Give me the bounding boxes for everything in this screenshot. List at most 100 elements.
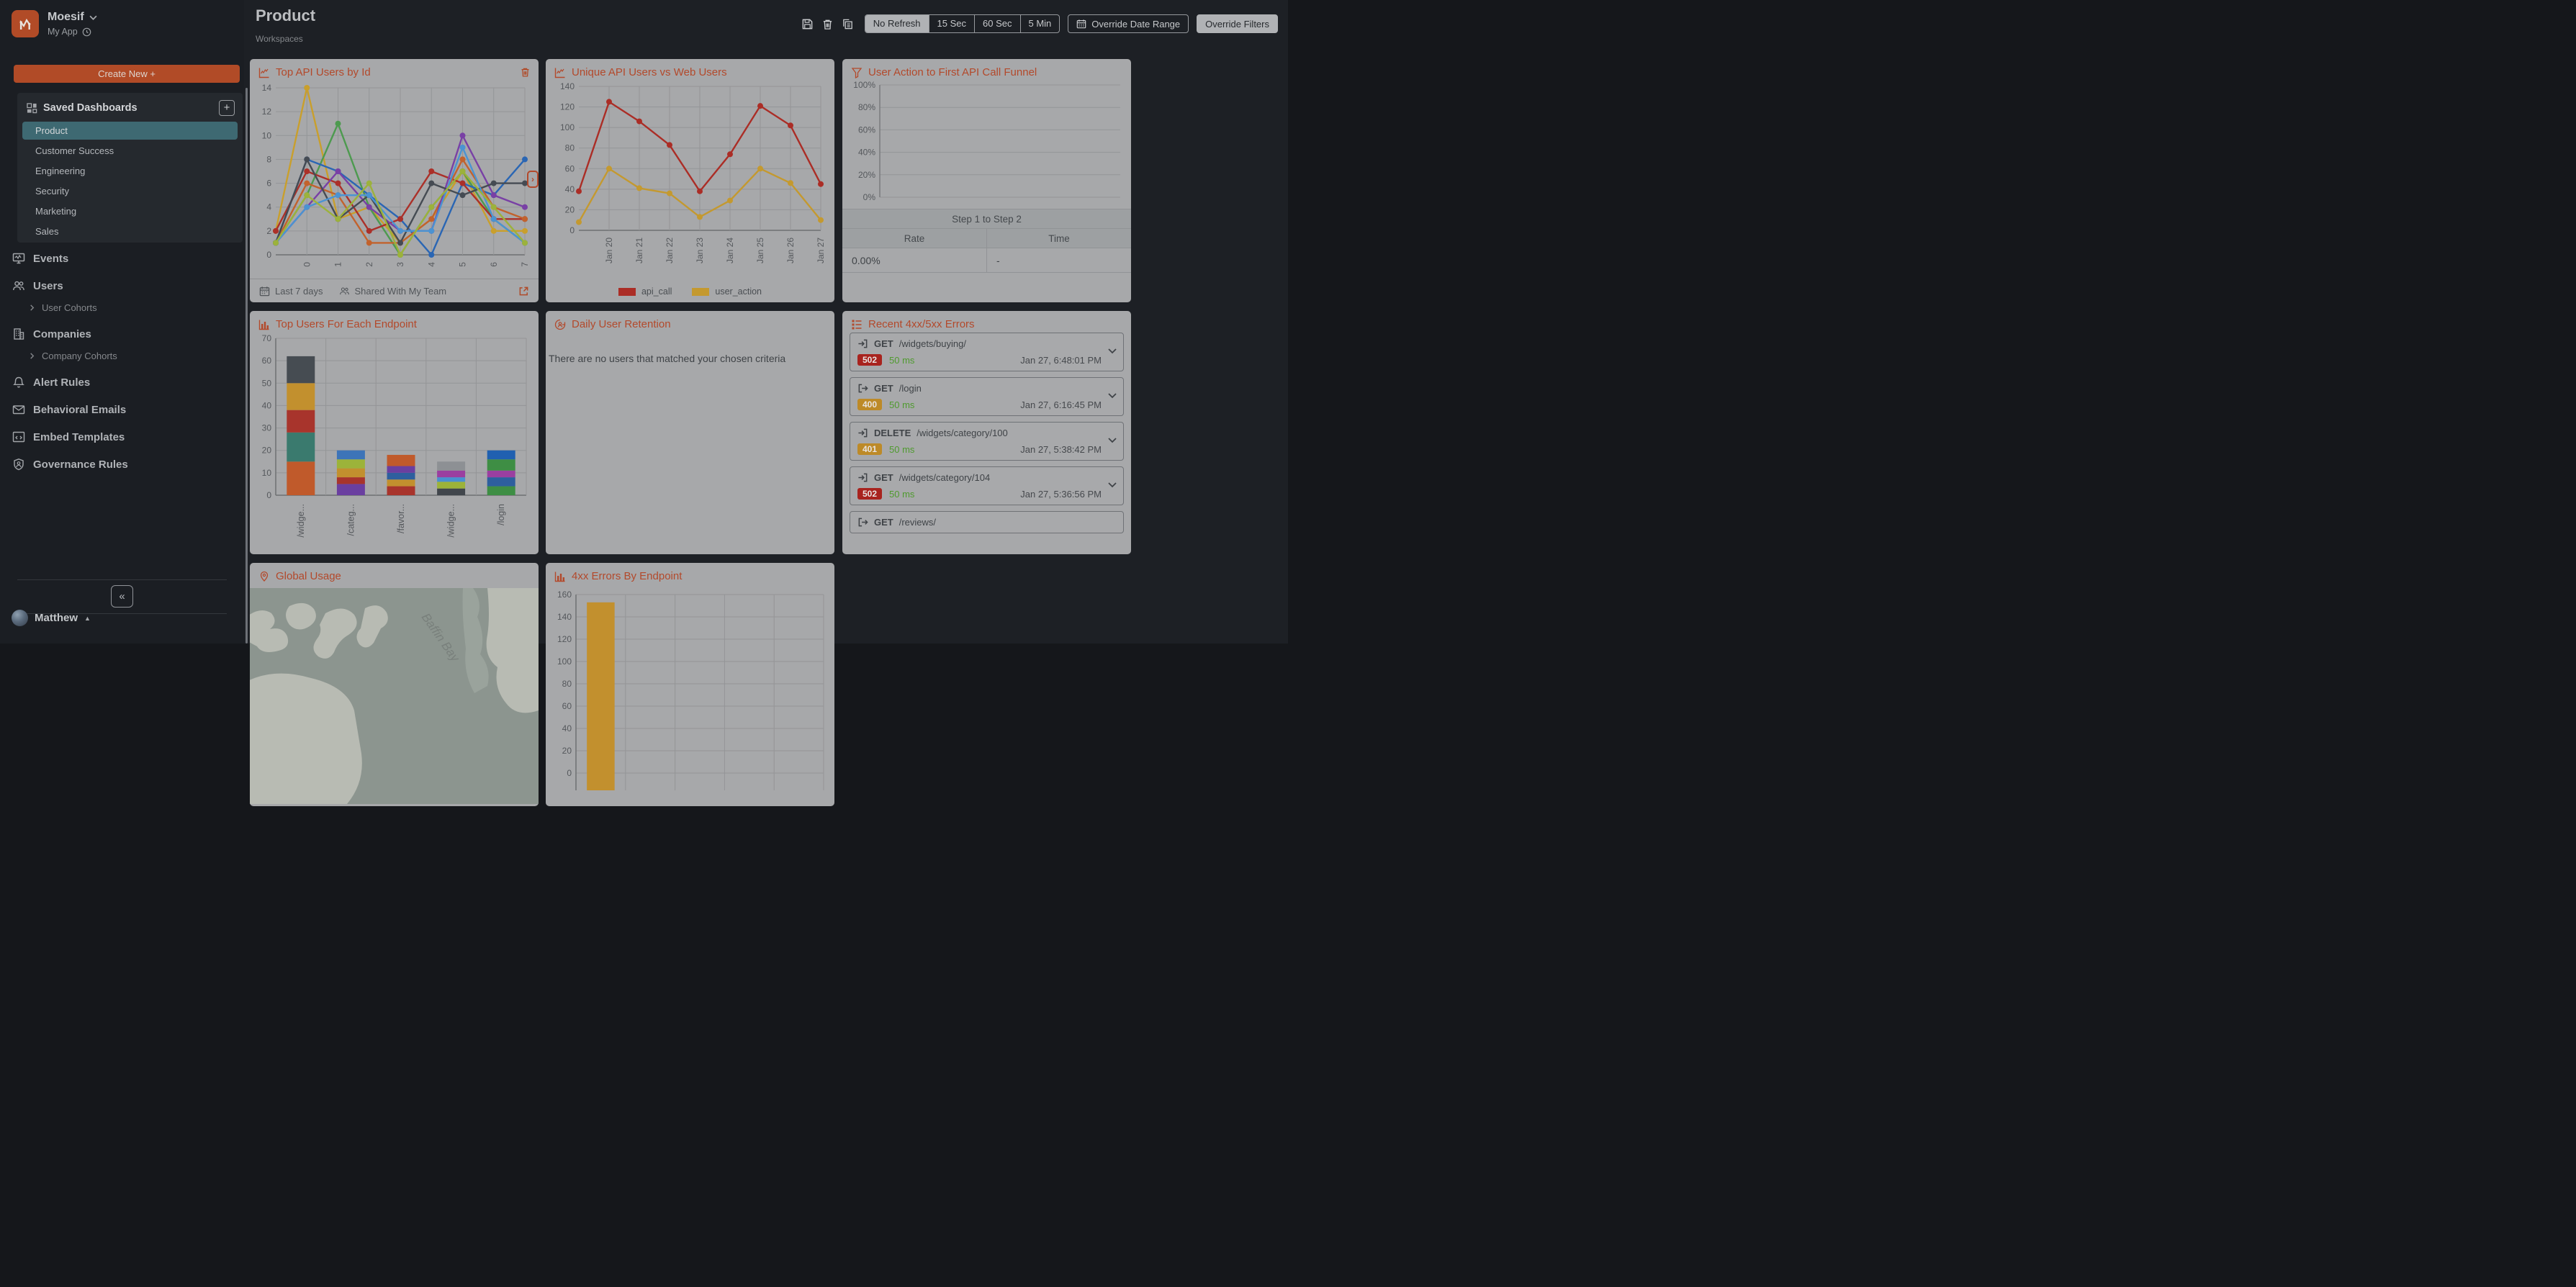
svg-text:0: 0 — [569, 225, 575, 235]
scroll-right-handle[interactable]: › — [527, 171, 539, 188]
svg-text:Jan 27: Jan 27 — [816, 238, 826, 263]
sidebar-item-governance-rules[interactable]: Governance Rules — [0, 451, 244, 478]
sidebar-scrollbar[interactable] — [246, 88, 248, 644]
card-errors-by-endpoint: 4xx Errors By Endpoint 160 140 120 100 80 60 4… — [546, 563, 834, 806]
svg-text:0: 0 — [302, 262, 312, 267]
sidebar-item-sales[interactable]: Sales — [35, 226, 59, 237]
funnel-columns: Rate Time — [842, 228, 1131, 248]
sidebar-divider — [17, 579, 227, 580]
sidebar-item-product[interactable]: Product — [22, 122, 238, 140]
chart-legend: api_call user_action — [546, 286, 834, 297]
sidebar-item-users[interactable]: Users — [0, 272, 244, 299]
svg-text:2: 2 — [266, 226, 271, 236]
svg-text:40: 40 — [262, 400, 272, 410]
sidebar-item-events[interactable]: Events — [0, 245, 244, 272]
sidebar-item-behavioral-emails[interactable]: Behavioral Emails — [0, 396, 244, 423]
card-title: Global Usage — [276, 570, 341, 582]
card-top-api-users: Top API Users by Id 0 2 4 6 8 10 12 14 0 1 2 3 4 5 6 7 … — [250, 59, 539, 302]
copy-icon[interactable] — [842, 18, 854, 30]
sidebar-collapse-button[interactable]: « — [111, 585, 133, 608]
svg-text:Jan 24: Jan 24 — [725, 238, 735, 263]
error-path: /widgets/category/100 — [917, 428, 1008, 438]
sidebar-item-company-cohorts[interactable]: Company Cohorts — [0, 348, 244, 369]
sidebar-item-engineering[interactable]: Engineering — [35, 166, 86, 176]
expand-chevron-icon[interactable] — [1108, 482, 1117, 488]
refresh-60-sec[interactable]: 60 Sec — [975, 15, 1021, 32]
calendar-icon — [1076, 19, 1086, 29]
sidebar-item-user-cohorts[interactable]: User Cohorts — [0, 299, 244, 320]
refresh-15-sec[interactable]: 15 Sec — [929, 15, 976, 32]
line-chart-icon — [554, 68, 565, 78]
sidebar-item-marketing[interactable]: Marketing — [35, 206, 77, 217]
sidebar-item-alert-rules[interactable]: Alert Rules — [0, 369, 244, 396]
bar-chart-icon — [554, 572, 565, 582]
card-title: Top Users For Each Endpoint — [276, 318, 417, 330]
saved-dashboards-header: Saved Dashboards — [43, 102, 138, 114]
errors-by-endpoint-chart: 160 140 120 100 80 60 40 20 0 — [553, 582, 827, 790]
expand-chevron-icon[interactable] — [1108, 438, 1117, 443]
sidebar-item-security[interactable]: Security — [35, 186, 69, 197]
card-title-row: Unique API Users vs Web Users — [546, 59, 834, 81]
error-list-item[interactable]: GET /reviews/ — [850, 511, 1124, 533]
error-path: /reviews/ — [899, 517, 937, 528]
svg-text:/widge...: /widge... — [296, 504, 306, 538]
saved-dashboards-panel: Saved Dashboards + Product Customer Succ… — [17, 93, 243, 243]
users-icon — [13, 281, 24, 291]
org-name[interactable]: Moesif — [48, 11, 84, 23]
delete-icon[interactable] — [821, 18, 834, 30]
svg-text:160: 160 — [557, 590, 572, 600]
delete-widget-icon[interactable] — [520, 66, 531, 78]
card-title: 4xx Errors By Endpoint — [572, 570, 683, 582]
svg-text:60: 60 — [565, 163, 575, 173]
create-new-button[interactable]: Create New + — [14, 65, 240, 83]
svg-text:100%: 100% — [853, 80, 875, 90]
legend-api-call: api_call — [618, 286, 672, 297]
app-name[interactable]: My App — [48, 27, 78, 37]
card-title: Top API Users by Id — [276, 66, 371, 78]
org-switcher[interactable]: Moesif My App — [0, 0, 244, 37]
add-dashboard-button[interactable]: + — [219, 100, 235, 116]
override-filters-button[interactable]: Override Filters — [1197, 14, 1278, 33]
error-list-item[interactable]: GET /widgets/category/104 502 50 ms Jan … — [850, 466, 1124, 505]
error-method: GET — [874, 517, 893, 528]
save-icon[interactable] — [801, 18, 814, 30]
error-list-item[interactable]: DELETE /widgets/category/100 401 50 ms J… — [850, 422, 1124, 461]
refresh-no-refresh[interactable]: No Refresh — [865, 15, 929, 32]
status-badge: 401 — [857, 443, 883, 455]
svg-text:12: 12 — [262, 107, 272, 117]
world-map-canvas[interactable]: Baffin Bay — [250, 588, 539, 806]
top-api-users-chart: 0 2 4 6 8 10 12 14 0 1 2 3 4 5 6 7 — [257, 78, 531, 294]
sidebar-nav: Events Users User Cohorts Companies Comp… — [0, 245, 244, 478]
user-menu[interactable]: Matthew ▲ — [12, 610, 91, 626]
funnel-col-time: Time — [987, 229, 1131, 248]
api-vs-web-chart: 0 20 40 60 80 100 120 140 Jan 20 Jan 21 Jan 22 Jan … — [553, 78, 827, 274]
request-out-icon — [858, 518, 868, 527]
expand-chevron-icon[interactable] — [1108, 348, 1117, 354]
status-badge: 502 — [857, 354, 883, 366]
error-list-item[interactable]: GET /login 400 50 ms Jan 27, 6:16:45 PM — [850, 377, 1124, 416]
expand-chevron-icon[interactable] — [1108, 393, 1117, 399]
error-path: /widgets/category/104 — [899, 472, 991, 483]
sidebar-item-companies[interactable]: Companies — [0, 320, 244, 348]
svg-text:8: 8 — [266, 154, 271, 164]
open-external-icon[interactable] — [518, 286, 529, 297]
shared-label: Shared With My Team — [339, 286, 446, 297]
team-icon — [339, 286, 349, 294]
svg-text:6: 6 — [489, 262, 499, 267]
error-list-item[interactable]: GET /widgets/buying/ 502 50 ms Jan 27, 6… — [850, 333, 1124, 371]
sidebar-item-embed-templates[interactable]: Embed Templates — [0, 423, 244, 451]
svg-text:14: 14 — [262, 83, 272, 93]
override-date-range-button[interactable]: Override Date Range — [1068, 14, 1189, 33]
governance-shield-icon — [14, 459, 24, 471]
legend-swatch — [692, 287, 710, 296]
svg-text:/favor...: /favor... — [396, 504, 406, 533]
moesif-dashboard-app: Moesif My App Create New + Saved Dashboa… — [0, 0, 1288, 806]
main-content: Product Workspaces No Refresh 15 Sec 60 … — [244, 0, 1288, 806]
refresh-5-min[interactable]: 5 Min — [1028, 18, 1052, 29]
dashboard-toolbar: No Refresh 15 Sec 60 Sec 5 Min Override … — [801, 14, 1278, 33]
retention-icon — [554, 319, 566, 330]
sidebar-item-customer-success[interactable]: Customer Success — [35, 145, 114, 156]
email-icon — [12, 405, 25, 415]
legend-swatch — [618, 287, 636, 296]
events-monitor-icon — [12, 253, 25, 264]
